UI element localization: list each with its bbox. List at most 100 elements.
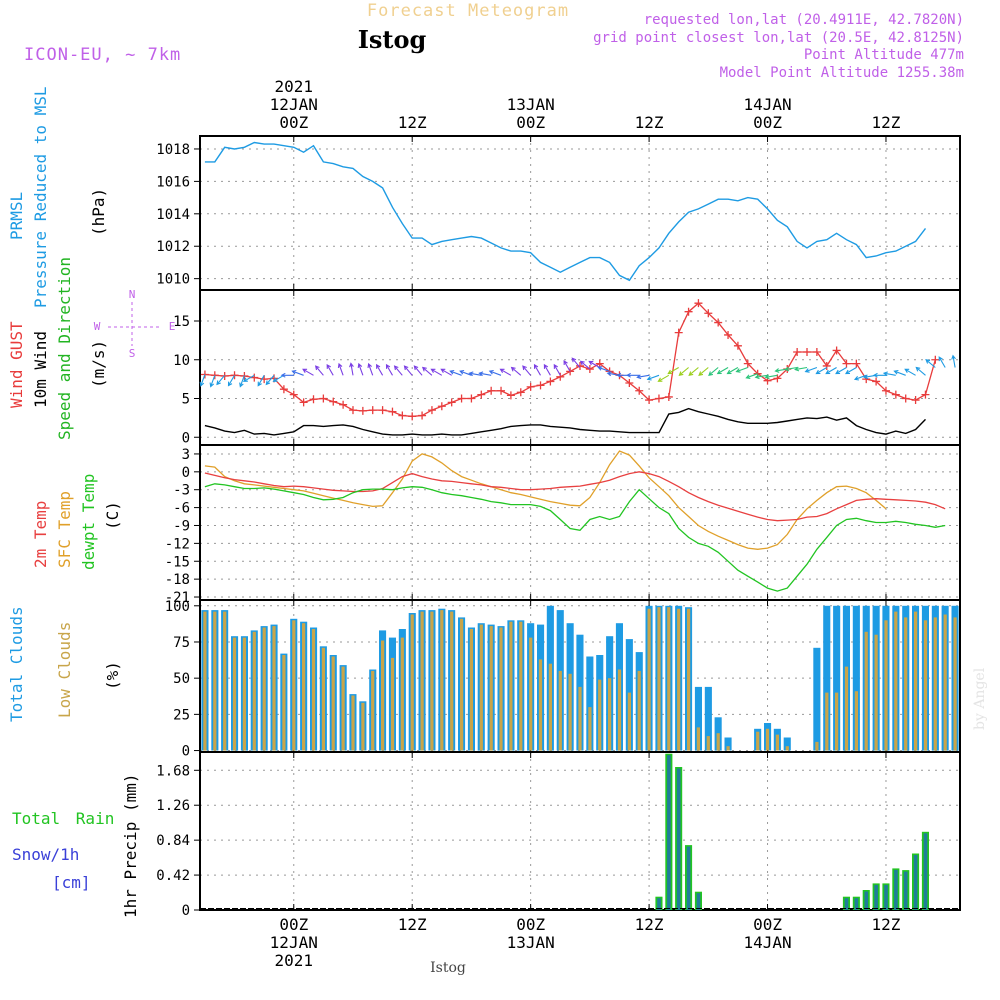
precip-inner-bar bbox=[686, 846, 691, 910]
y-tick-label: 25 bbox=[173, 707, 190, 723]
wind-direction-arrow bbox=[626, 372, 640, 378]
wind-direction-arrow bbox=[376, 363, 384, 376]
low-clouds-bar bbox=[844, 666, 849, 751]
wind-direction-arrow bbox=[588, 360, 600, 368]
gust-marker bbox=[743, 359, 752, 368]
top-hour-label: 12Z bbox=[872, 113, 901, 132]
low-clouds-bar bbox=[420, 611, 424, 751]
wind-direction-arrow bbox=[646, 374, 660, 381]
gust-marker bbox=[427, 406, 436, 415]
wind-direction-arrow bbox=[522, 365, 532, 376]
bottom-hour-label: 00Z bbox=[753, 915, 782, 934]
precip-inner-bar bbox=[696, 893, 701, 910]
low-clouds-bar bbox=[282, 655, 286, 751]
total-clouds-bar bbox=[833, 605, 841, 751]
gust-marker bbox=[803, 348, 812, 356]
low-clouds-bar bbox=[440, 610, 444, 751]
precip-inner-bar bbox=[864, 891, 869, 910]
gust-marker bbox=[595, 359, 604, 368]
gust-marker bbox=[842, 359, 851, 368]
dewpt-line bbox=[204, 483, 946, 592]
low-clouds-bar bbox=[361, 702, 365, 751]
wind-direction-arrow bbox=[291, 369, 304, 376]
panel-frame bbox=[199, 444, 961, 601]
wind-direction-arrow bbox=[280, 372, 294, 378]
temp2m-line bbox=[204, 471, 946, 522]
wind-direction-arrow bbox=[872, 372, 886, 378]
low-clouds-bar bbox=[933, 617, 937, 751]
low-clouds-bar bbox=[716, 733, 720, 751]
wind-direction-arrow bbox=[745, 373, 758, 379]
low-clouds-bar bbox=[667, 607, 671, 751]
low-clouds-bar bbox=[341, 666, 345, 751]
model-label: ICON-EU, ~ 7km bbox=[24, 45, 181, 65]
gust-marker bbox=[408, 412, 417, 421]
low-clouds-bar bbox=[262, 627, 266, 751]
low-clouds-bar bbox=[864, 631, 868, 751]
sfc-temp-line bbox=[204, 450, 887, 550]
low-clouds-bar bbox=[647, 608, 651, 751]
top-date-label: 12JAN bbox=[270, 95, 318, 114]
gust-marker bbox=[210, 371, 219, 380]
wind-direction-arrow bbox=[667, 367, 679, 375]
low-clouds-bar bbox=[894, 611, 898, 751]
wind-direction-arrow bbox=[853, 374, 867, 381]
panel-2: 0 5 10 15 bbox=[173, 289, 961, 446]
wind-direction-arrow bbox=[754, 374, 768, 380]
low-clouds-bar bbox=[311, 629, 316, 751]
bottom-date-label: 13JAN bbox=[507, 933, 555, 952]
gust-marker bbox=[852, 359, 861, 368]
gust-marker bbox=[437, 402, 446, 411]
pressure-line bbox=[204, 141, 927, 282]
gust-marker bbox=[664, 392, 673, 401]
low-clouds-bar bbox=[519, 621, 523, 751]
wind-direction-arrow bbox=[449, 369, 462, 376]
low-clouds-bar bbox=[450, 611, 454, 751]
low-clouds-bar bbox=[548, 663, 552, 751]
gust-marker bbox=[457, 394, 466, 403]
y-tick-label: 0 bbox=[182, 744, 190, 760]
low-clouds-bar bbox=[410, 614, 414, 751]
wind-direction-arrow bbox=[239, 375, 245, 388]
total-clouds-bar bbox=[783, 737, 791, 751]
wind-direction-arrow bbox=[597, 366, 610, 372]
precip-inner-bar bbox=[874, 884, 878, 910]
compass-n: N bbox=[129, 288, 136, 301]
low-clouds-bar bbox=[351, 695, 355, 751]
gust-marker bbox=[250, 373, 259, 382]
y-tick-label: 1016 bbox=[156, 174, 190, 190]
gust-marker bbox=[891, 390, 900, 399]
y-tick-label: -12 bbox=[165, 536, 190, 552]
wind-direction-arrow bbox=[459, 369, 472, 376]
low-clouds-bar bbox=[785, 746, 789, 751]
low-clouds-bar bbox=[381, 640, 385, 751]
gust-marker bbox=[704, 309, 713, 318]
gust-marker bbox=[467, 394, 476, 403]
low-clouds-bar bbox=[331, 656, 335, 751]
wind-direction-arrow bbox=[543, 363, 551, 376]
wind-direction-arrow bbox=[938, 356, 946, 368]
wind-direction-arrow bbox=[794, 366, 808, 372]
total-clouds-bar bbox=[823, 605, 831, 751]
low-clouds-bar bbox=[568, 673, 572, 751]
wind-direction-arrow bbox=[784, 366, 798, 372]
gust-marker bbox=[516, 388, 525, 397]
wind-direction-arrow bbox=[553, 363, 561, 376]
low-clouds-bar bbox=[489, 626, 493, 751]
gust-marker bbox=[378, 406, 387, 415]
precip-inner-bar bbox=[903, 871, 908, 910]
gust-marker bbox=[319, 394, 328, 403]
gust-marker bbox=[832, 346, 841, 355]
precip-inner-bar bbox=[844, 898, 849, 910]
low-clouds-bar bbox=[302, 623, 306, 751]
bottom-hour-label: 00Z bbox=[279, 915, 308, 934]
total-clouds-bar bbox=[586, 656, 594, 751]
gust-marker bbox=[872, 377, 881, 386]
low-clouds-bar bbox=[677, 608, 681, 751]
low-clouds-bar bbox=[529, 637, 533, 751]
temp2m-label: 2m Temp bbox=[31, 501, 50, 568]
gust-marker bbox=[645, 396, 654, 405]
gust-marker bbox=[200, 370, 209, 379]
wind-direction-arrow bbox=[421, 366, 433, 376]
